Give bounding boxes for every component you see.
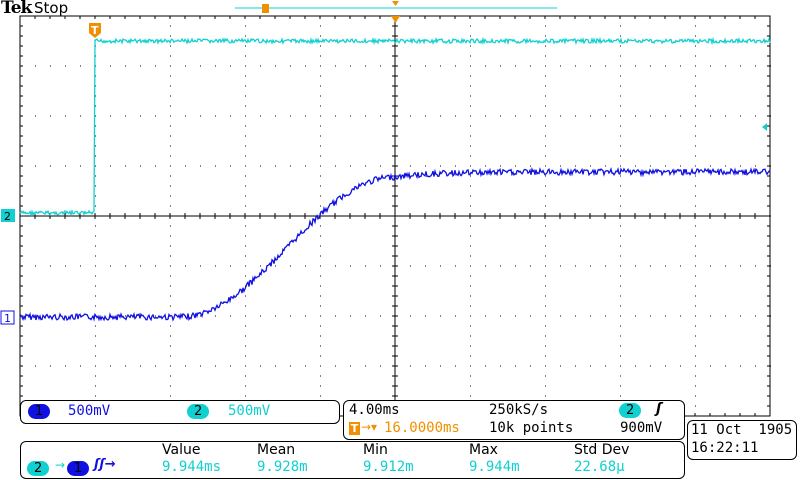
measure-source-ch2: 2 <box>27 461 50 476</box>
trigger-position[interactable]: 16.0000ms <box>384 420 460 436</box>
expansion-point-icon <box>392 1 399 6</box>
channel-scale-panel: 1 500mV 2 500mV <box>20 400 340 424</box>
arrow-down-icon: →▾ <box>361 420 378 434</box>
header-max: Max <box>469 442 498 458</box>
datetime-panel: 11 Oct 1905 16:22:11 <box>687 420 797 460</box>
ch1-ground-label: 1 <box>4 312 11 325</box>
trigger-marker-label: T <box>91 24 99 37</box>
header-value: Value <box>162 442 201 458</box>
acquisition-status: Stop <box>34 0 69 17</box>
value-mean: 9.928m <box>257 459 308 475</box>
brand-logo: Tek <box>1 0 32 18</box>
date: 11 Oct 1905 <box>691 422 793 438</box>
ch2-scale[interactable]: 500mV <box>228 403 271 419</box>
horizontal-scale[interactable]: 4.00ms <box>349 402 400 418</box>
ch1-badge[interactable]: 1 <box>28 404 51 419</box>
time: 16:22:11 <box>691 440 759 456</box>
record-length: 10k points <box>489 420 574 436</box>
trigger-position-icon: T <box>349 422 360 435</box>
timebase-panel: 4.00ms 250kS/s 2 ʃ T →▾ 16.0000ms 10k po… <box>343 400 685 440</box>
ch2-ground-label: 2 <box>4 210 11 223</box>
trigger-level[interactable]: 900mV <box>620 420 663 436</box>
value-std-dev: 22.68µ <box>574 459 625 475</box>
delay-edges-icon: ʃʃ→ <box>94 457 116 472</box>
ch2-ground-marker <box>1 209 15 222</box>
header-std-dev: Std Dev <box>574 442 630 458</box>
value-value: 9.944ms <box>162 459 222 475</box>
header-min: Min <box>363 442 388 458</box>
header-mean: Mean <box>257 442 296 458</box>
ch1-trace <box>19 167 771 322</box>
trigger-level-icon <box>762 123 767 131</box>
trigger-marker-icon <box>89 23 101 38</box>
ch2-badge[interactable]: 2 <box>187 404 210 419</box>
ch2-trace <box>19 36 771 217</box>
arrow-right-icon: → <box>55 458 66 472</box>
trigger-time-icon <box>391 16 400 23</box>
rising-edge-icon: ʃ <box>656 401 662 417</box>
ch1-ground-marker <box>0 310 15 325</box>
record-trigger-marker <box>262 4 269 13</box>
value-max: 9.944m <box>469 459 520 475</box>
ch1-scale[interactable]: 500mV <box>68 403 111 419</box>
value-min: 9.912m <box>363 459 414 475</box>
trigger-source-badge[interactable]: 2 <box>619 403 642 418</box>
measurement-panel: 2 → 1 ʃʃ→ Value Mean Min Max Std Dev 9.9… <box>20 441 685 479</box>
sample-rate: 250kS/s <box>489 402 549 418</box>
measure-source-ch1: 1 <box>67 461 90 476</box>
